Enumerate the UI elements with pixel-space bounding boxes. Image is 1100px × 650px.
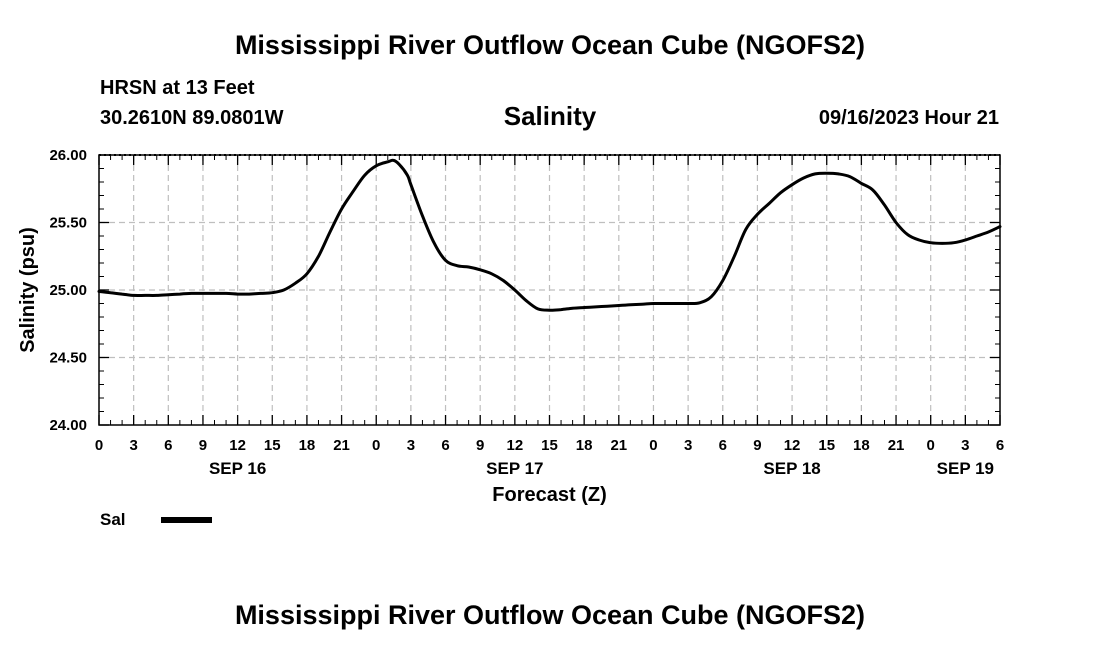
x-tick-label: 3 [961,437,969,454]
x-tick-label: 6 [164,437,172,454]
x-tick-label: 9 [753,437,761,454]
x-tick-label: 21 [333,437,350,454]
forecast-datetime: 09/16/2023 Hour 21 [818,107,999,129]
x-tick-label: 21 [888,437,905,454]
x-tick-label: 12 [784,437,801,454]
legend-swatch [161,517,212,523]
y-tick-label: 25.50 [49,215,87,232]
footer-title: Mississippi River Outflow Ocean Cube (NG… [234,600,866,630]
x-tick-label: 0 [95,437,103,454]
date-label: SEP 16 [209,459,266,478]
x-axis-label: Forecast (Z) [492,484,606,506]
x-tick-label: 21 [610,437,627,454]
x-tick-label: 18 [853,437,870,454]
x-tick-label: 6 [441,437,449,454]
y-axis-ticks: 24.00 24.50 25.00 25.50 26.00 [49,147,1000,434]
x-tick-label: 3 [684,437,692,454]
date-labels: SEP 16 SEP 17 SEP 18 SEP 19 [209,459,994,478]
station-label: HRSN at 13 Feet [100,77,255,99]
x-tick-label: 9 [476,437,484,454]
date-label: SEP 19 [937,459,994,478]
series-line-sal [97,158,1002,312]
y-tick-label: 24.50 [49,350,87,367]
x-tick-label: 18 [299,437,316,454]
x-tick-label: 0 [927,437,935,454]
x-tick-label: 0 [372,437,380,454]
y-tick-label: 24.00 [49,417,87,434]
y-axis-label: Salinity (psu) [17,227,39,353]
date-label: SEP 18 [763,459,820,478]
x-tick-label: 9 [199,437,207,454]
grid-lines [99,155,1000,425]
x-tick-label: 15 [541,437,558,454]
x-tick-label: 18 [576,437,593,454]
y-tick-label: 25.00 [49,282,87,299]
station-coordinates: 30.2610N 89.0801W [100,107,284,129]
x-tick-label: 0 [649,437,657,454]
legend-label: Sal [100,510,126,529]
x-tick-label: 15 [818,437,835,454]
date-label: SEP 17 [486,459,543,478]
x-tick-label: 15 [264,437,281,454]
x-tick-label: 12 [507,437,524,454]
x-tick-label: 12 [229,437,246,454]
chart-title: Mississippi River Outflow Ocean Cube (NG… [234,30,866,60]
x-tick-label: 3 [129,437,137,454]
x-tick-label: 6 [719,437,727,454]
variable-title: Salinity [503,101,597,131]
y-tick-label: 26.00 [49,147,87,164]
x-tick-label: 3 [407,437,415,454]
x-tick-label: 6 [996,437,1004,454]
x-axis-ticks: 0 3 6 9 12 15 18 21 0 3 6 9 12 15 18 21 0 3 6 9 12 15 18 21 0 3 6 [95,155,1004,454]
